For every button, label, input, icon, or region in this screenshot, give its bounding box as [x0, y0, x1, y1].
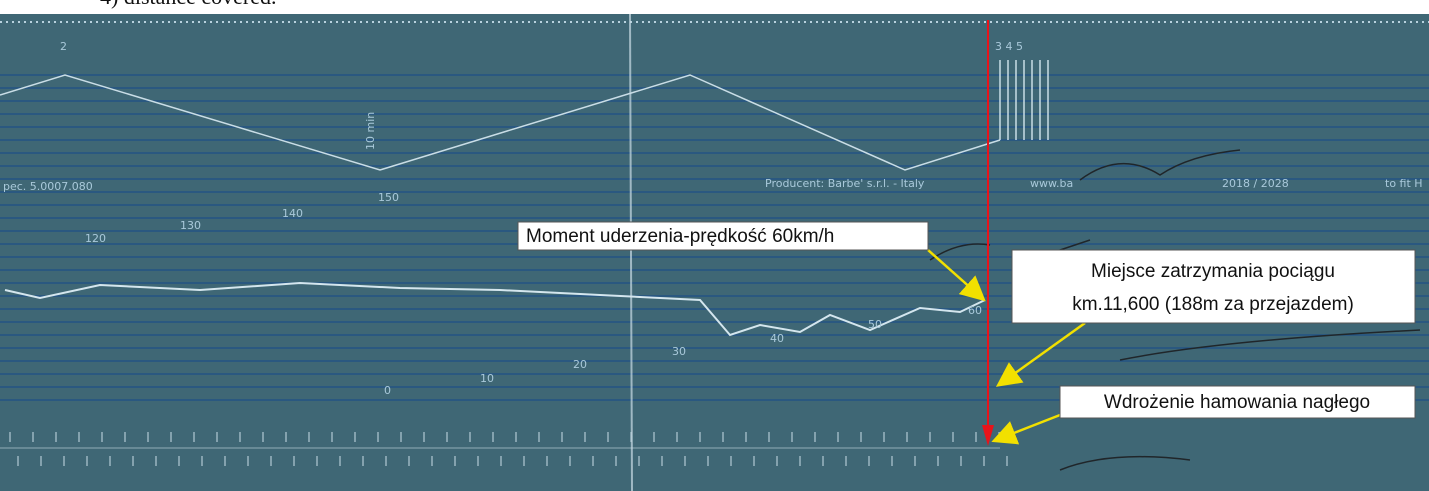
tape-label: 3 4 5: [995, 40, 1023, 53]
annotation: km.11,600 (188m za przejazdem): [1072, 294, 1354, 315]
annotation: Moment uderzenia-prędkość 60km/h: [526, 226, 834, 247]
tape-label: 140: [282, 207, 303, 220]
tape-label: 150: [378, 191, 399, 204]
tape-label: 40: [770, 332, 784, 345]
tape-label: 130: [180, 219, 201, 232]
tape-label: 2: [60, 40, 67, 53]
tape-label: 20: [573, 358, 587, 371]
tape-label: 30: [672, 345, 686, 358]
tape-label: 10 min: [364, 112, 377, 150]
tape-label: 0: [384, 384, 391, 397]
tape-label: 2018 / 2028: [1222, 177, 1289, 190]
tape-label: Producent: Barbe' s.r.l. - Italy: [765, 177, 925, 190]
tape-label: 120: [85, 232, 106, 245]
tape-label: to fit H: [1385, 177, 1423, 190]
tape-label: www.ba: [1030, 177, 1073, 190]
tape-label: 60: [968, 304, 982, 317]
tape-label: 50: [868, 318, 882, 331]
screenshot: 4) distance covered. 2 3 4 5 10 min pec. 5.…: [0, 0, 1429, 491]
caption: 4) distance covered.: [100, 0, 277, 9]
tape-label: pec. 5.0007.080: [3, 180, 93, 193]
tape-label: 10: [480, 372, 494, 385]
annotation: Wdrożenie hamowania nagłego: [1104, 392, 1370, 413]
annotation: Miejsce zatrzymania pociągu: [1091, 261, 1335, 282]
